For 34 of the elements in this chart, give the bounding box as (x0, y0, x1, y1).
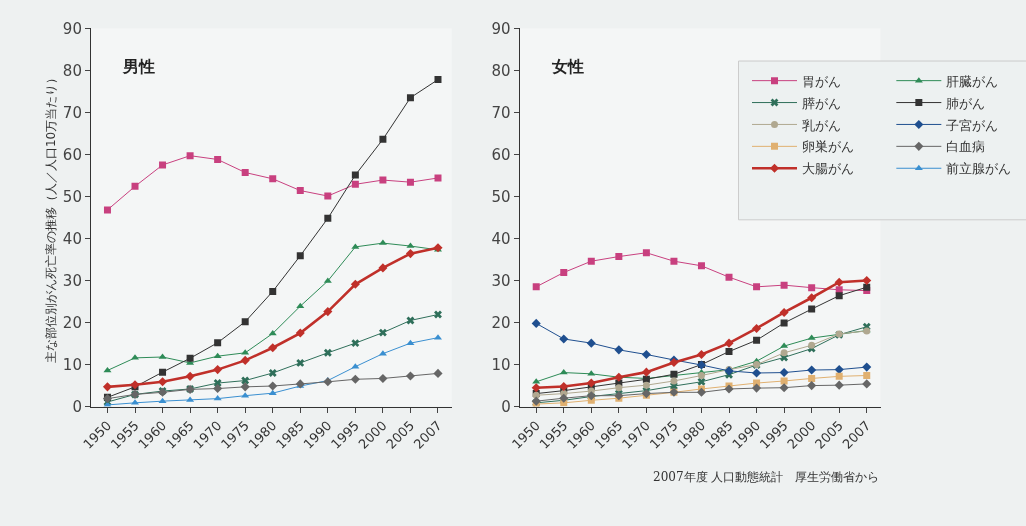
y-tick-label: 60 (491, 145, 511, 164)
y-tick-label: 0 (501, 397, 511, 416)
y-tick-label: 20 (62, 313, 82, 332)
legend-label: 子宮がん (946, 117, 999, 133)
y-tick-label: 40 (491, 229, 511, 248)
y-tick-label: 80 (62, 61, 82, 80)
text: 男性 (122, 57, 155, 76)
y-tick-label: 30 (62, 271, 82, 290)
y-tick-label: 70 (62, 103, 82, 122)
y-tick-label: 20 (491, 313, 511, 332)
text: 女性 (551, 57, 584, 76)
y-tick-label: 60 (62, 145, 82, 164)
legend-label: 乳がん (802, 117, 841, 133)
y-tick-label: 0 (72, 397, 82, 416)
y-tick-label: 10 (491, 355, 511, 374)
legend-label: 肺がん (946, 95, 986, 111)
y-tick-label: 40 (62, 229, 82, 248)
y-tick-label: 80 (491, 61, 511, 80)
y-tick-label: 70 (491, 103, 511, 122)
legend-label: 大腸がん (802, 161, 854, 177)
legend-label: 卵巣がん (802, 139, 854, 155)
legend-label: 前立腺がん (946, 161, 1012, 177)
y-tick-label: 30 (491, 271, 511, 290)
y-tick-label: 50 (62, 187, 82, 206)
legend-label: 膵がん (802, 95, 841, 111)
legend-label: 白血病 (946, 139, 986, 155)
y-tick-label: 90 (491, 19, 511, 38)
text: 2007年度 人口動態統計 厚生労働省から (653, 470, 880, 484)
y-tick-label: 90 (62, 19, 82, 38)
y-tick-label: 10 (62, 355, 82, 374)
legend-label: 肝臓がん (946, 73, 999, 89)
y-tick-label: 50 (491, 187, 511, 206)
y-axis-title: 主な部位別がん死亡率の推移（人／人口10万当たり） (44, 71, 59, 364)
legend-label: 胃がん (802, 73, 841, 89)
